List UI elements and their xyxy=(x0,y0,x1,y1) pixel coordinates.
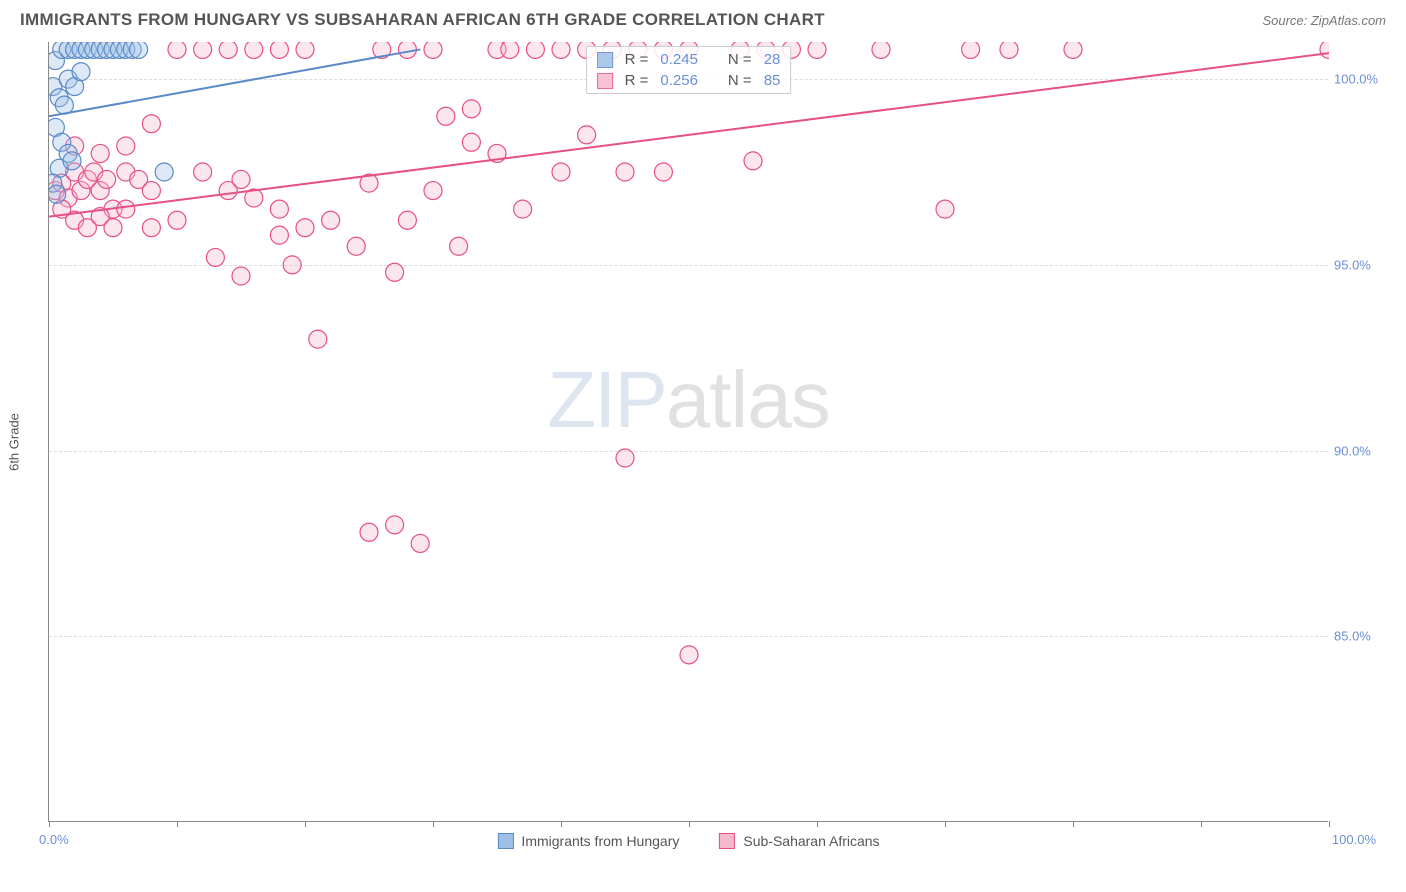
plot-area: ZIPatlas R =0.245N =28R =0.256N =85 0.0%… xyxy=(48,42,1328,822)
chart-source: Source: ZipAtlas.com xyxy=(1262,13,1386,28)
y-tick-label: 95.0% xyxy=(1334,257,1384,272)
y-tick-label: 100.0% xyxy=(1334,72,1384,87)
trend-lines-layer xyxy=(49,42,1329,822)
series-legend-label: Sub-Saharan Africans xyxy=(743,833,879,849)
r-value: 0.256 xyxy=(660,72,698,89)
correlation-legend: R = 0.245 N = 28 R = 0.256 N = 85 xyxy=(586,46,792,94)
x-axis-max-label: 100.0% xyxy=(1332,832,1376,847)
series-legend-item: Immigrants from Hungary xyxy=(497,833,679,849)
legend-swatch xyxy=(597,73,613,89)
correlation-legend-row: R = 0.245 N = 28 xyxy=(597,49,781,70)
n-value: 28 xyxy=(764,51,781,68)
r-value: 0.245 xyxy=(660,51,698,68)
n-label: N = xyxy=(728,51,752,68)
series-legend-label: Immigrants from Hungary xyxy=(521,833,679,849)
n-label: N = xyxy=(728,72,752,89)
y-axis-title: 6th Grade xyxy=(7,413,22,471)
series-legend-item: Sub-Saharan Africans xyxy=(719,833,879,849)
x-axis-min-label: 0.0% xyxy=(39,832,69,847)
legend-swatch xyxy=(497,833,513,849)
trend-line xyxy=(49,49,420,116)
correlation-legend-row: R = 0.256 N = 85 xyxy=(597,70,781,91)
r-label: R = xyxy=(625,72,649,89)
chart-header: IMMIGRANTS FROM HUNGARY VS SUBSAHARAN AF… xyxy=(0,0,1406,38)
x-tick xyxy=(1329,821,1330,827)
legend-swatch xyxy=(719,833,735,849)
chart-container: 6th Grade ZIPatlas R =0.245N =28R =0.256… xyxy=(48,42,1386,842)
n-value: 85 xyxy=(764,72,781,89)
y-tick-label: 85.0% xyxy=(1334,629,1384,644)
series-legend: Immigrants from Hungary Sub-Saharan Afric… xyxy=(497,833,879,849)
y-tick-label: 90.0% xyxy=(1334,443,1384,458)
legend-swatch xyxy=(597,52,613,68)
r-label: R = xyxy=(625,51,649,68)
chart-title: IMMIGRANTS FROM HUNGARY VS SUBSAHARAN AF… xyxy=(20,10,825,30)
